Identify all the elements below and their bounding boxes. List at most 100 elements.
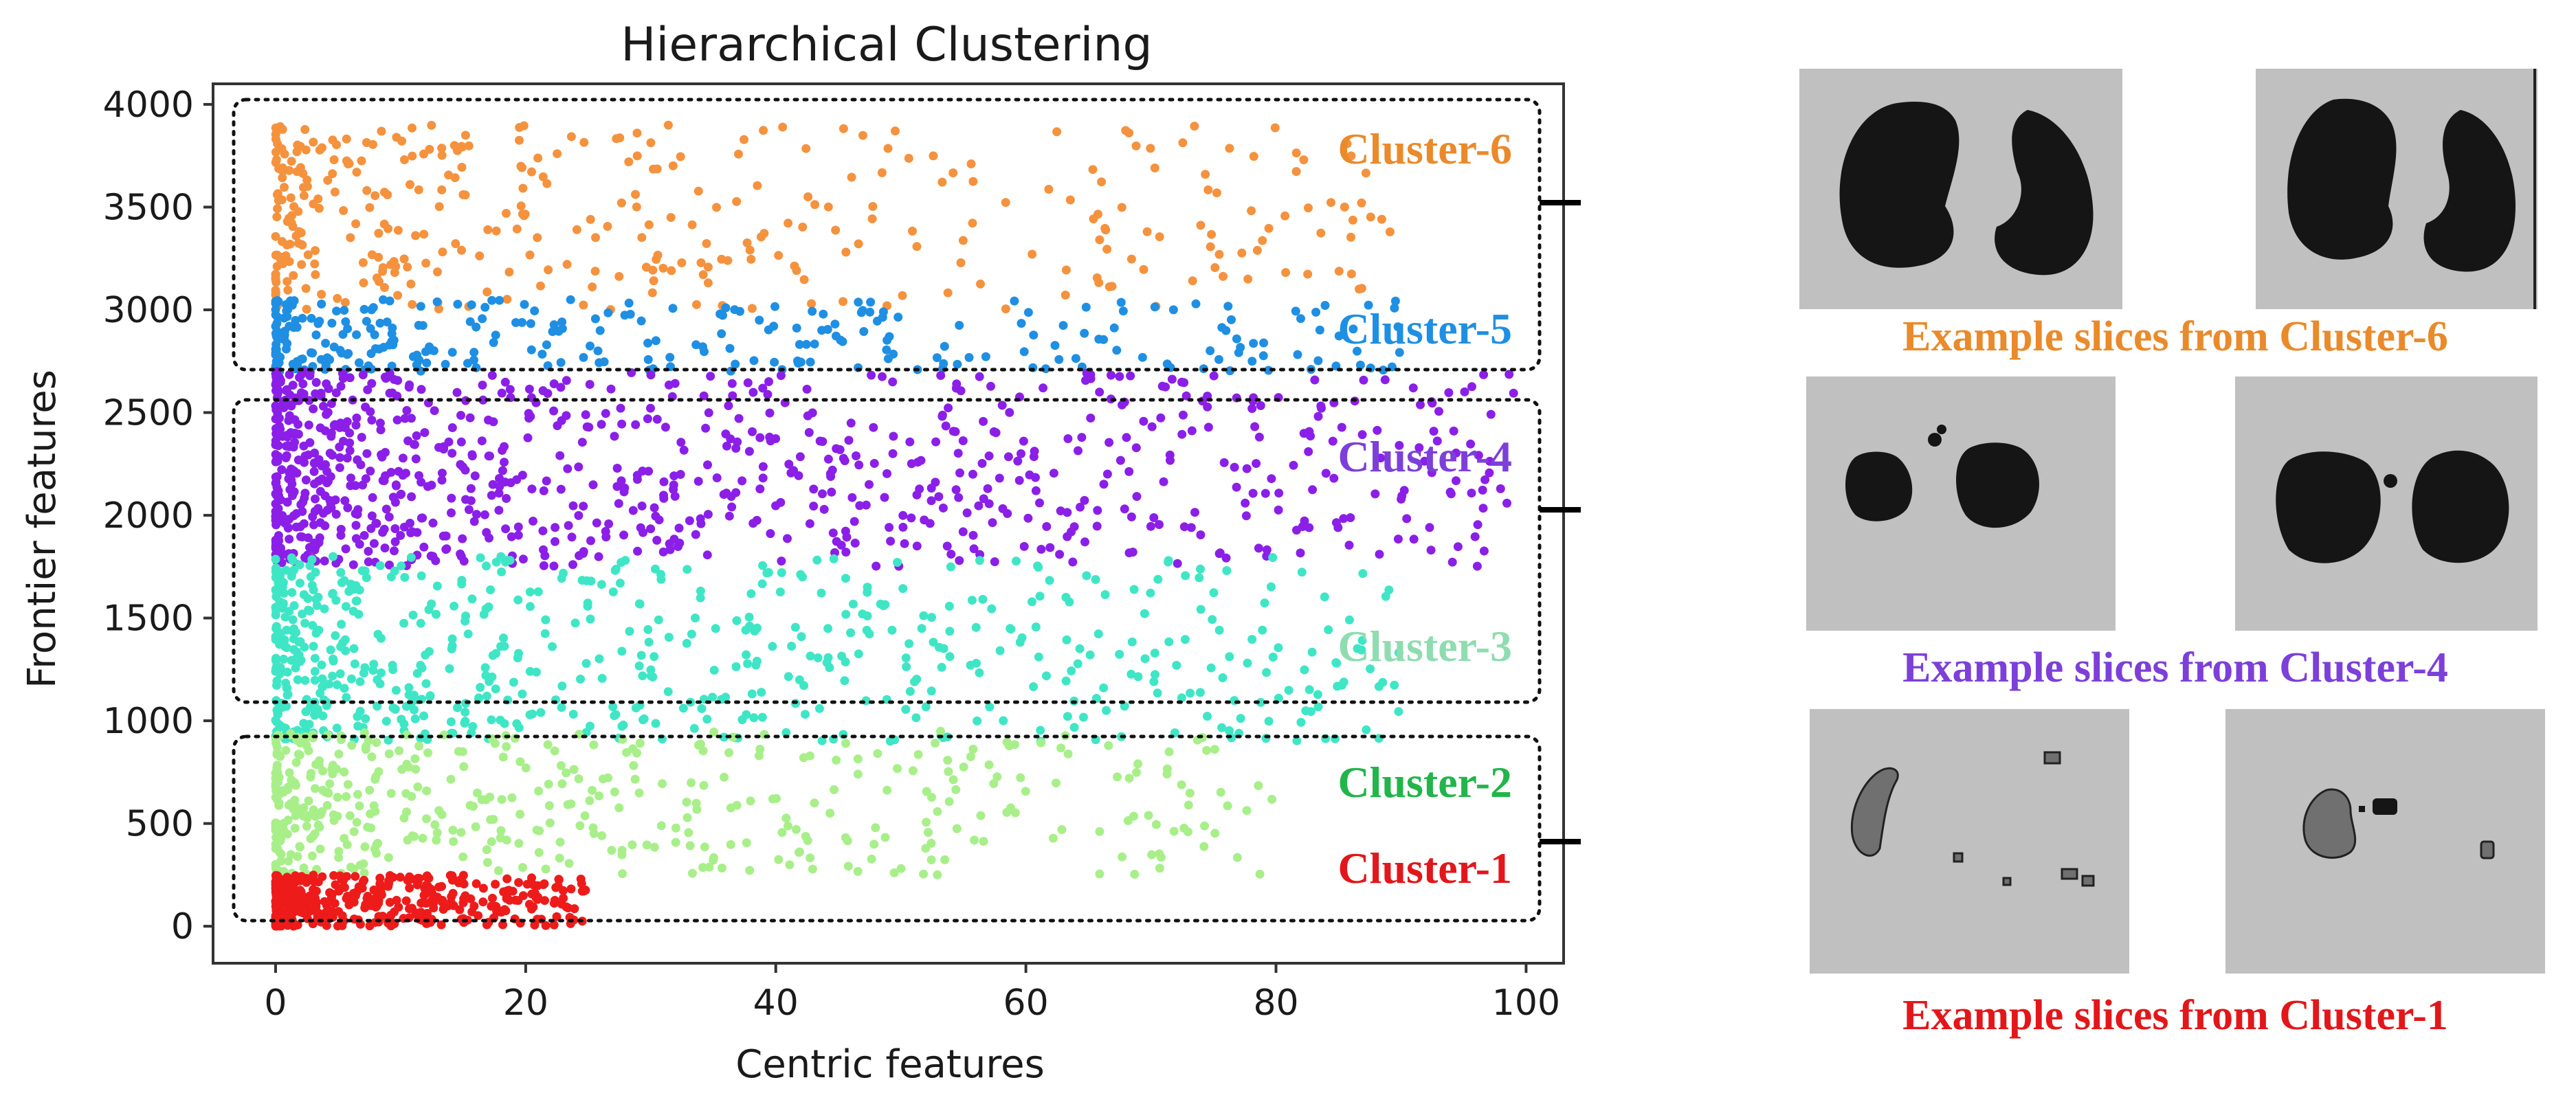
- data-point: [1147, 422, 1157, 431]
- data-point: [652, 535, 662, 545]
- data-point: [748, 427, 757, 436]
- data-point: [871, 823, 880, 833]
- data-point: [344, 349, 353, 358]
- data-point: [274, 663, 284, 673]
- data-point: [581, 659, 591, 668]
- data-point: [693, 186, 703, 196]
- data-point: [391, 480, 401, 490]
- data-point: [702, 239, 711, 248]
- data-point: [727, 502, 737, 512]
- data-point: [702, 715, 712, 724]
- data-point: [324, 789, 333, 798]
- data-point: [981, 352, 990, 361]
- data-point: [1063, 508, 1072, 517]
- data-point: [1206, 242, 1215, 251]
- data-point: [342, 693, 351, 702]
- data-point: [610, 787, 619, 797]
- data-point: [438, 247, 447, 257]
- data-point: [458, 747, 467, 756]
- data-point: [1203, 185, 1213, 194]
- data-point: [1316, 228, 1326, 238]
- data-point: [530, 306, 540, 315]
- data-point: [1393, 322, 1403, 332]
- data-point: [346, 233, 355, 243]
- data-point: [401, 789, 411, 798]
- data-point: [595, 326, 605, 335]
- data-point: [687, 629, 696, 639]
- data-point: [367, 305, 377, 315]
- data-point: [283, 785, 293, 794]
- data-point: [329, 656, 338, 666]
- data-point: [750, 627, 759, 636]
- data-point: [320, 426, 330, 436]
- data-point: [390, 497, 400, 507]
- data-point: [1177, 693, 1186, 703]
- data-point: [1131, 141, 1141, 150]
- data-point: [331, 596, 341, 605]
- data-point: [975, 556, 984, 565]
- data-point: [1050, 341, 1060, 350]
- data-point: [1502, 498, 1511, 508]
- data-point: [718, 864, 726, 873]
- data-point: [1126, 669, 1136, 679]
- data-point: [482, 561, 491, 571]
- data-point: [557, 317, 567, 327]
- data-point: [432, 297, 442, 306]
- data-point: [310, 448, 320, 458]
- data-point: [311, 760, 321, 769]
- data-point: [550, 746, 559, 756]
- data-point: [786, 468, 796, 477]
- data-point: [331, 510, 341, 519]
- data-point: [310, 784, 320, 794]
- data-point: [586, 576, 596, 586]
- data-point: [447, 348, 457, 357]
- data-point: [724, 511, 734, 521]
- data-point: [271, 610, 280, 620]
- data-point: [348, 607, 358, 616]
- data-point: [416, 302, 425, 311]
- data-point: [556, 484, 566, 494]
- data-point: [1195, 573, 1204, 583]
- data-point: [566, 884, 576, 894]
- data-point: [581, 410, 590, 420]
- data-point: [891, 126, 900, 136]
- data-point: [384, 749, 394, 758]
- data-point: [298, 497, 308, 507]
- data-point: [1001, 304, 1010, 314]
- data-point: [575, 821, 585, 831]
- data-point: [414, 874, 424, 883]
- data-point: [1169, 827, 1179, 836]
- data-point: [666, 213, 676, 222]
- data-point: [643, 355, 653, 364]
- data-point: [837, 651, 847, 661]
- data-point: [603, 222, 612, 231]
- data-point: [1118, 306, 1128, 316]
- data-point: [1264, 717, 1274, 726]
- data-point: [1010, 808, 1020, 818]
- data-point: [1012, 556, 1021, 566]
- data-point: [313, 319, 323, 328]
- data-point: [730, 305, 740, 315]
- data-point: [333, 793, 342, 802]
- data-point: [712, 473, 722, 482]
- data-point: [651, 719, 660, 728]
- data-point: [970, 835, 979, 845]
- data-point: [577, 576, 587, 585]
- data-point: [362, 317, 371, 326]
- data-point: [986, 381, 995, 391]
- data-point: [941, 421, 951, 431]
- data-point: [990, 557, 999, 567]
- data-point: [612, 134, 621, 144]
- data-point: [1173, 559, 1182, 568]
- data-point: [1042, 671, 1051, 681]
- data-point: [1310, 375, 1320, 385]
- data-point: [776, 371, 786, 381]
- data-point: [314, 203, 324, 213]
- data-point: [272, 262, 282, 271]
- data-point: [588, 823, 598, 833]
- data-point: [1073, 659, 1082, 668]
- data-point: [956, 258, 966, 267]
- data-point: [566, 799, 576, 809]
- data-point: [868, 202, 878, 211]
- data-point: [408, 123, 417, 133]
